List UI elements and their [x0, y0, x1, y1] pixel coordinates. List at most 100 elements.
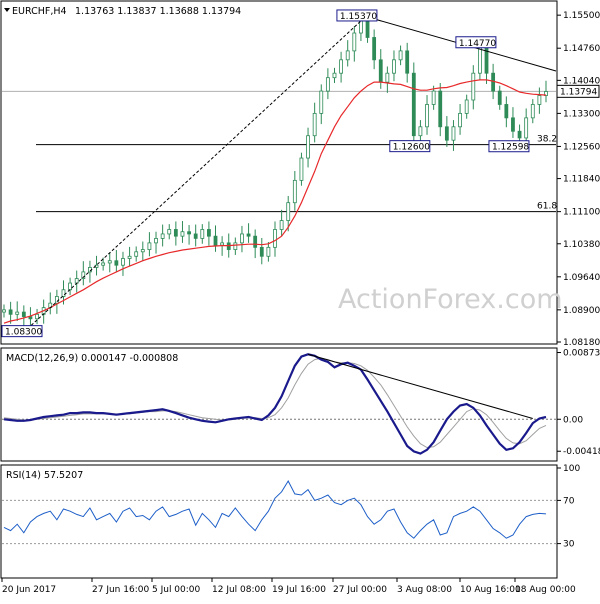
candle-body: [101, 262, 106, 266]
price-tick-label: 1.15500: [563, 11, 600, 21]
price-annotation-label: 1.12600: [393, 143, 430, 153]
candle-body: [378, 59, 383, 83]
candle-body: [167, 229, 172, 235]
moving-average-line: [3, 79, 547, 324]
candle-body: [444, 126, 449, 141]
candle-body: [458, 112, 462, 128]
price-tick-label: 1.11100: [563, 208, 600, 218]
candle-body: [266, 246, 271, 257]
price-annotation-box: [455, 36, 497, 49]
price-series: 1.15370 1.14770 1.12600 1.12598 1.08300: [1, 9, 557, 338]
macd-trendline: [307, 353, 533, 419]
price-annotation-label: 1.14770: [459, 39, 496, 49]
chart-header: EURCHF,H4 1.13763 1.13837 1.13688 1.1379…: [4, 6, 241, 17]
macd-main-line: [3, 353, 547, 455]
candle-body: [127, 255, 132, 259]
candle-body: [504, 104, 509, 119]
grid-lines: 38.2 61.8: [2, 90, 557, 545]
candle-body: [524, 117, 529, 139]
candle-body: [312, 112, 317, 137]
candle-body: [511, 117, 515, 132]
price-tick-label: 1.14040: [563, 76, 600, 86]
candle-body: [544, 91, 548, 96]
candle-body: [273, 229, 277, 248]
price-tick-label: 1.14760: [563, 44, 600, 54]
price-annotation-label: 1.15370: [340, 12, 377, 22]
macd-series: [3, 353, 547, 455]
candle-body: [352, 32, 357, 52]
candle-body: [2, 309, 6, 313]
candle-body: [438, 90, 443, 128]
candle-body: [259, 246, 264, 257]
candle-body: [220, 242, 225, 246]
candle-body: [299, 157, 304, 181]
time-tick-label: 5 Jul 00:00: [152, 585, 201, 595]
price-tick-label: 1.12560: [563, 142, 600, 152]
fib-level-label: 38.2: [537, 135, 557, 145]
candle-body: [530, 104, 535, 119]
candle-body: [8, 309, 13, 315]
time-tick-label: 20 Jun 2017: [2, 585, 56, 595]
time-tick-label: 27 Jun 16:00: [92, 585, 149, 595]
price-tick-label: 1.09640: [563, 273, 600, 283]
candle-body: [193, 233, 198, 239]
price-tick-label: 1.10380: [563, 240, 600, 250]
current-price-label: 1.13794: [560, 87, 597, 97]
candle-body: [491, 72, 496, 92]
candle-body: [418, 126, 423, 137]
watermark: ActionForex.com: [338, 284, 563, 315]
time-tick-label: 3 Aug 08:00: [397, 585, 452, 595]
macd-tick-label: -0.004184: [563, 447, 600, 457]
rsi-label: RSI(14) 57.5207: [6, 470, 83, 481]
candle-body: [107, 260, 112, 264]
candle-body: [200, 229, 205, 239]
candle-body: [392, 59, 396, 74]
candle-body: [207, 229, 211, 237]
candle-body: [246, 233, 251, 237]
candle-body: [279, 220, 284, 230]
candle-body: [21, 311, 26, 317]
macd-signal-line: [3, 357, 547, 449]
candle-body: [81, 271, 86, 279]
candle-body: [325, 77, 330, 92]
candle-body: [160, 233, 165, 239]
candle-body: [226, 242, 231, 250]
price-annotation-box: [336, 9, 378, 22]
candle-body: [497, 90, 502, 105]
candle-body: [180, 231, 185, 237]
time-tick-label: 19 Jul 16:00: [272, 585, 326, 595]
candle-body: [365, 20, 370, 38]
rsi-tick-label: 100: [563, 464, 580, 474]
candle-body: [517, 130, 522, 139]
macd-tick-label: 0.008732: [563, 349, 600, 359]
candle-body: [114, 260, 119, 266]
candle-body: [405, 50, 410, 74]
time-tick-label: 27 Jul 00:00: [333, 585, 387, 595]
candle-body: [359, 20, 363, 34]
collapse-arrow-icon[interactable]: [4, 8, 10, 12]
time-tick-label: 10 Aug 16:00: [460, 585, 521, 595]
candle-body: [74, 278, 79, 284]
rsi-tick-label: 70: [563, 496, 575, 506]
candle-body: [154, 238, 158, 244]
current-price-box: [556, 84, 600, 98]
candle-body: [339, 59, 343, 74]
price-tick-label: 1.08180: [563, 338, 600, 348]
macd-label: MACD(12,26,9) 0.000147 -0.000808: [6, 353, 178, 364]
fib-level-label: 61.8: [537, 202, 557, 212]
candle-body: [385, 72, 390, 83]
rsi-line: [3, 479, 547, 539]
candle-body: [471, 72, 476, 101]
candle-body: [451, 126, 456, 141]
candle-body: [121, 258, 125, 266]
candle-body: [319, 90, 324, 114]
candle-body: [306, 135, 310, 159]
price-annotation-box: [488, 140, 530, 153]
rsi-panel-frame: [0, 464, 558, 579]
symbol-label: EURCHF,H4: [12, 6, 67, 17]
candle-body: [15, 311, 20, 315]
axis-labels: 1.15500 1.14760 1.14040 1.13300 1.12560 1.118…: [1, 11, 600, 595]
candle-body: [173, 229, 178, 237]
rsi-tick-label: 30: [563, 540, 575, 550]
